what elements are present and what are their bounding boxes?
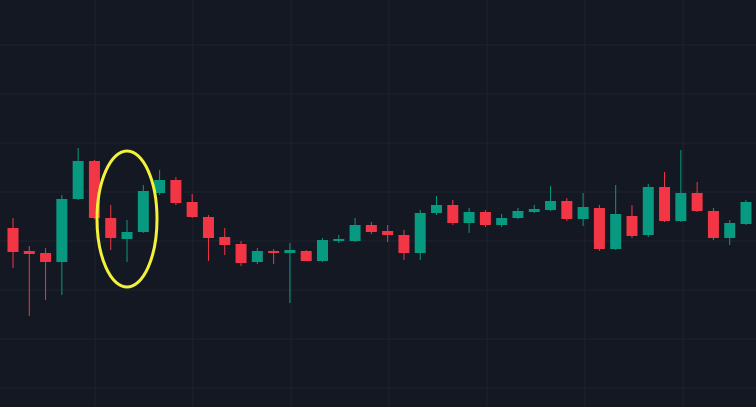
candle-body	[740, 202, 752, 224]
candle-body	[610, 214, 622, 249]
candle-body	[284, 250, 296, 253]
grid	[0, 44, 756, 389]
candle-body	[316, 240, 328, 261]
candle-body	[561, 201, 573, 219]
candle-body	[7, 228, 19, 252]
candle-body	[333, 239, 345, 241]
candle-body	[545, 201, 557, 210]
vertical-grid	[94, 0, 684, 407]
candle-body	[398, 235, 410, 253]
candle-body	[186, 202, 198, 217]
candles	[7, 148, 752, 316]
candle-body	[414, 213, 426, 253]
candle-body	[251, 251, 263, 262]
candle-body	[724, 223, 736, 238]
candle-body	[23, 251, 35, 254]
candle-body	[479, 212, 491, 225]
candle-body	[268, 251, 280, 253]
candle-body	[72, 161, 84, 199]
candle-body	[659, 187, 671, 221]
candle-body	[463, 212, 475, 223]
candle-body	[707, 211, 719, 238]
candle-body	[365, 225, 377, 232]
candle-body	[382, 231, 394, 235]
candle-body	[105, 218, 117, 238]
candle-body	[577, 207, 589, 219]
candle-body	[40, 253, 52, 262]
candle-body	[512, 211, 524, 218]
candle-body	[202, 217, 214, 238]
candle-body	[300, 251, 312, 261]
candle-body	[642, 187, 654, 235]
candle-body	[675, 193, 687, 221]
candle-body	[447, 205, 459, 223]
candle-body	[154, 180, 166, 193]
candle-body	[56, 199, 68, 262]
candle-body	[626, 216, 638, 236]
candle-body	[235, 244, 247, 263]
highlight-ellipse	[95, 149, 159, 289]
candle-body	[349, 225, 361, 241]
candle-body	[691, 193, 703, 211]
candle-body	[137, 191, 149, 232]
candle-body	[170, 180, 182, 203]
candle-body	[593, 208, 605, 249]
candle-body	[431, 205, 443, 213]
candle-body	[496, 218, 508, 225]
candle-body	[121, 232, 133, 239]
candle-body	[528, 209, 540, 212]
candle-body	[219, 237, 231, 245]
candle-body	[88, 161, 100, 218]
